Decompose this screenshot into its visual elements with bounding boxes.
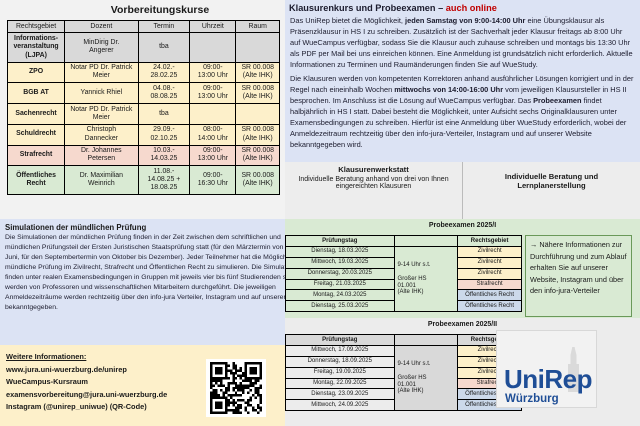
svg-text:Würzburg: Würzburg [505,393,559,405]
svg-text:UniRep: UniRep [504,364,592,394]
